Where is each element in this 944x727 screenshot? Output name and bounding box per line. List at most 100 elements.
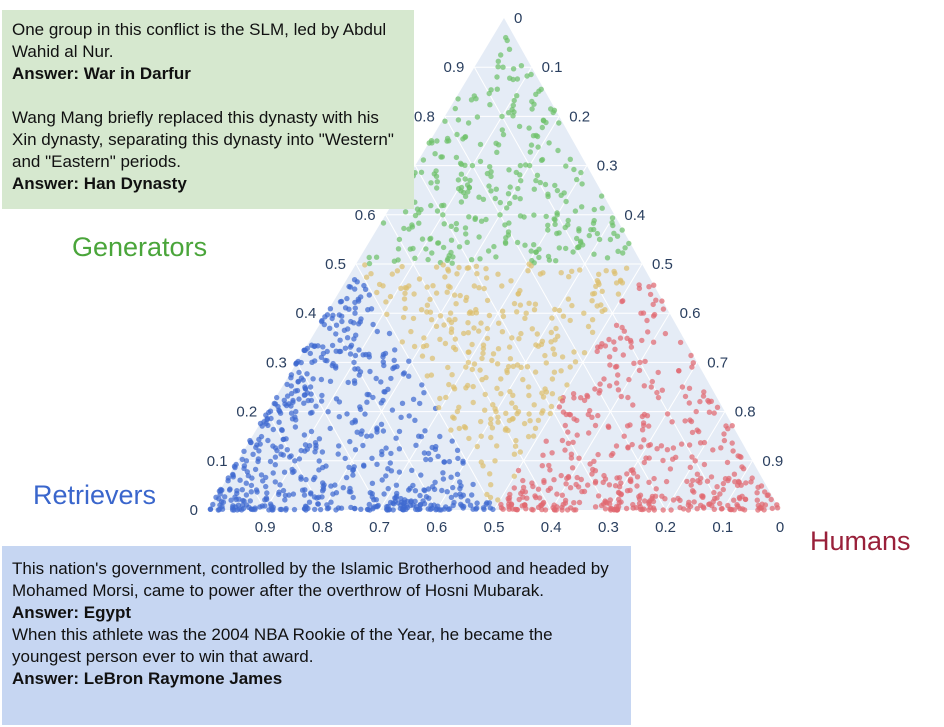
scatter-point [651, 475, 657, 482]
scatter-point [762, 502, 769, 508]
scatter-point [630, 501, 636, 508]
scatter-point [295, 379, 301, 385]
scatter-point [606, 383, 613, 389]
scatter-point [623, 265, 630, 271]
scatter-point [272, 454, 279, 460]
scatter-point [306, 443, 313, 449]
scatter-point [316, 458, 322, 464]
scatter-point [430, 283, 436, 289]
scatter-point [333, 322, 340, 328]
scatter-point [705, 397, 711, 404]
scatter-point [477, 367, 483, 373]
scatter-point [465, 265, 472, 271]
scatter-point [510, 363, 516, 370]
scatter-point [423, 494, 430, 500]
scatter-point [660, 457, 666, 464]
scatter-point [366, 254, 372, 261]
scatter-point [491, 243, 497, 250]
scatter-point [634, 474, 641, 480]
scatter-point [472, 216, 478, 222]
scatter-point [516, 336, 522, 342]
scatter-point [688, 482, 694, 488]
scatter-point [531, 186, 537, 192]
scatter-point [607, 497, 613, 503]
scatter-point [644, 317, 650, 324]
scatter-point [592, 478, 599, 485]
scatter-point [357, 404, 363, 410]
scatter-point [765, 492, 771, 498]
scatter-point [370, 321, 376, 328]
scatter-point [560, 501, 566, 508]
scatter-point [631, 360, 637, 366]
scatter-point [301, 400, 307, 406]
scatter-point [229, 507, 236, 513]
scatter-point [486, 312, 493, 319]
scatter-point [399, 339, 405, 345]
scatter-point [513, 169, 519, 176]
scatter-point [356, 347, 362, 353]
scatter-point [368, 271, 374, 277]
scatter-point [239, 487, 245, 493]
scatter-point [401, 296, 408, 302]
scatter-point [726, 475, 732, 482]
scatter-point [374, 426, 380, 433]
scatter-point [511, 473, 517, 479]
scatter-point [574, 417, 580, 424]
scatter-point [592, 504, 599, 510]
scatter-point [642, 498, 648, 504]
scatter-point [537, 179, 543, 186]
scatter-point [498, 376, 504, 382]
scatter-point [465, 498, 471, 504]
scatter-point [586, 232, 592, 239]
scatter-point [440, 212, 446, 218]
scatter-point [303, 476, 309, 483]
scatter-point [580, 242, 586, 248]
scatter-point [498, 52, 504, 58]
scatter-point [463, 364, 469, 370]
scatter-point [487, 471, 493, 477]
scatter-point [721, 437, 728, 444]
scatter-point [548, 339, 554, 345]
scatter-point [496, 320, 502, 326]
scatter-point [406, 283, 412, 289]
scatter-point [241, 463, 248, 469]
scatter-point [463, 385, 469, 391]
scatter-point [488, 434, 494, 441]
scatter-point [352, 305, 358, 311]
scatter-point [568, 451, 575, 457]
scatter-point [444, 289, 450, 295]
scatter-point [676, 368, 682, 374]
grid-line [355, 263, 495, 511]
scatter-point [443, 504, 449, 510]
scatter-point [266, 409, 272, 416]
scatter-point [626, 376, 632, 383]
scatter-point [569, 302, 575, 309]
scatter-point [283, 505, 289, 512]
scatter-point [620, 298, 626, 304]
scatter-point [478, 320, 484, 326]
scatter-point [410, 396, 417, 402]
scatter-point [517, 449, 523, 455]
scatter-point [458, 171, 465, 177]
scatter-point [336, 312, 342, 318]
scatter-point [552, 221, 558, 227]
scatter-point [735, 453, 741, 459]
scatter-point [474, 114, 481, 120]
scatter-point [241, 498, 247, 504]
scatter-point [563, 198, 569, 205]
scatter-point [545, 487, 551, 493]
scatter-point [517, 196, 523, 202]
scatter-point [639, 337, 645, 344]
scatter-point [465, 320, 471, 326]
scatter-point [624, 471, 630, 477]
scatter-point [519, 488, 526, 495]
scatter-point [606, 354, 613, 360]
scatter-point [477, 158, 484, 165]
scatter-point [350, 494, 356, 501]
scatter-point [488, 87, 494, 93]
scatter-point [563, 481, 569, 487]
scatter-point [306, 499, 313, 505]
scatter-point [429, 250, 435, 256]
scatter-point [313, 442, 319, 449]
scatter-point [466, 310, 473, 316]
